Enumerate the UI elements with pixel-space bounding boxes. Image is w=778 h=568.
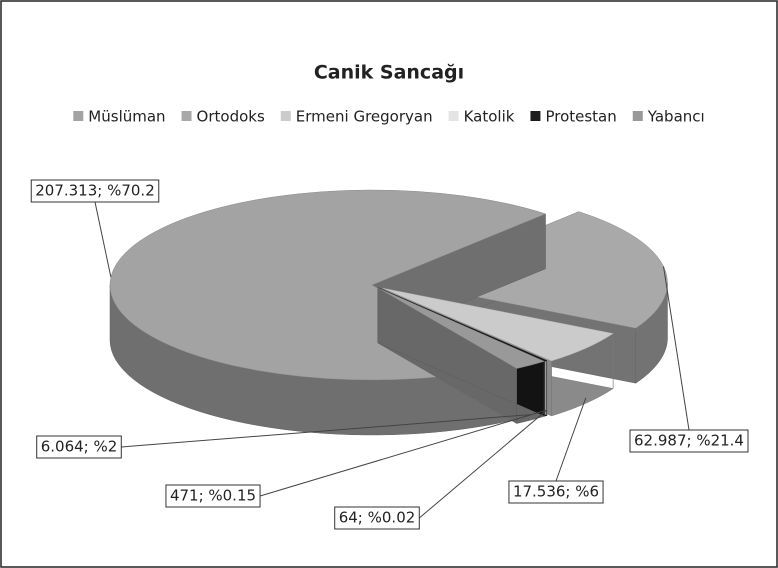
leader-line [94,201,112,278]
data-label-box [334,506,420,530]
legend-label: Protestan [545,108,616,126]
legend-swatch [632,111,643,121]
legend: Müslüman Ortodoks Ermeni Gregoryan Katolik P… [73,108,705,126]
data-label-box [36,435,122,459]
data-label: 6.064; %2 [36,435,122,459]
leader-line [259,409,546,497]
legend-swatch [73,111,84,121]
leader-line [662,266,690,431]
leader-line [418,409,548,519]
data-label: 17.536; %6 [508,480,604,504]
data-label: 207.313; %70.2 [30,179,160,203]
data-label-text: 207.313; %70.2 [35,182,155,200]
data-label-text: 62.987; %21.4 [634,432,744,450]
leader-line [555,397,587,482]
leader-line [121,414,531,448]
legend-label: Katolik [464,108,515,126]
data-label-box [629,429,749,453]
data-label-text: 17.536; %6 [513,483,599,501]
data-label-text: 64; %0.02 [339,509,416,527]
legend-swatch [181,111,192,121]
pie [109,189,668,436]
data-label-box [508,480,604,504]
legend-label: Müslüman [88,108,165,126]
data-label-box [30,179,160,203]
data-label: 62.987; %21.4 [629,429,749,453]
data-label-box [165,484,261,508]
legend-swatch [448,111,459,121]
legend-label: Yabancı [647,108,705,126]
chart-title: Canik Sancağı [314,62,464,84]
data-label-text: 471; %0.15 [170,487,256,505]
slice [378,287,548,362]
legend-swatch [280,111,291,121]
legend-label: Ermeni Gregoryan [296,108,433,126]
legend-label: Ortodoks [197,108,265,126]
legend-swatch [530,111,541,121]
data-label: 64; %0.02 [334,506,420,530]
slice [382,287,614,362]
data-label-text: 6.064; %2 [41,438,118,456]
slice [377,287,545,369]
data-label: 471; %0.15 [165,484,261,508]
